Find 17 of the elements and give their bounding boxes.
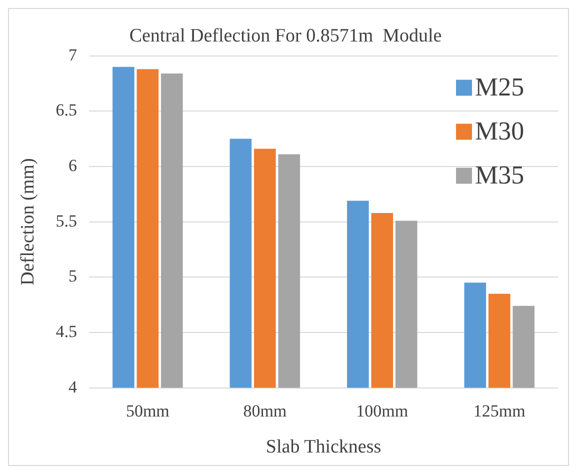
y-tick-label: 7	[68, 45, 78, 64]
x-axis-title: Slab Thickness	[266, 436, 382, 458]
x-tick-label: 80mm	[243, 401, 287, 420]
y-tick-label: 5.5	[56, 211, 78, 230]
legend-label: M30	[475, 116, 524, 146]
y-tick-label: 6	[68, 156, 78, 175]
y-tick-label: 4.5	[56, 322, 78, 341]
x-tick-label: 100mm	[356, 401, 408, 420]
y-axis-title: Deflection (mm)	[17, 158, 38, 286]
y-tick-label: 6.5	[56, 100, 78, 120]
x-tick-label: 125mm	[473, 401, 526, 420]
chart-title: Central Deflection For 0.8571m Module	[129, 25, 442, 46]
y-tick-label: 4	[68, 377, 78, 396]
y-tick-label: 5	[68, 266, 78, 286]
x-tick-label: 50mm	[126, 401, 170, 420]
legend-label: M35	[475, 160, 524, 190]
legend-label: M25	[475, 72, 524, 102]
